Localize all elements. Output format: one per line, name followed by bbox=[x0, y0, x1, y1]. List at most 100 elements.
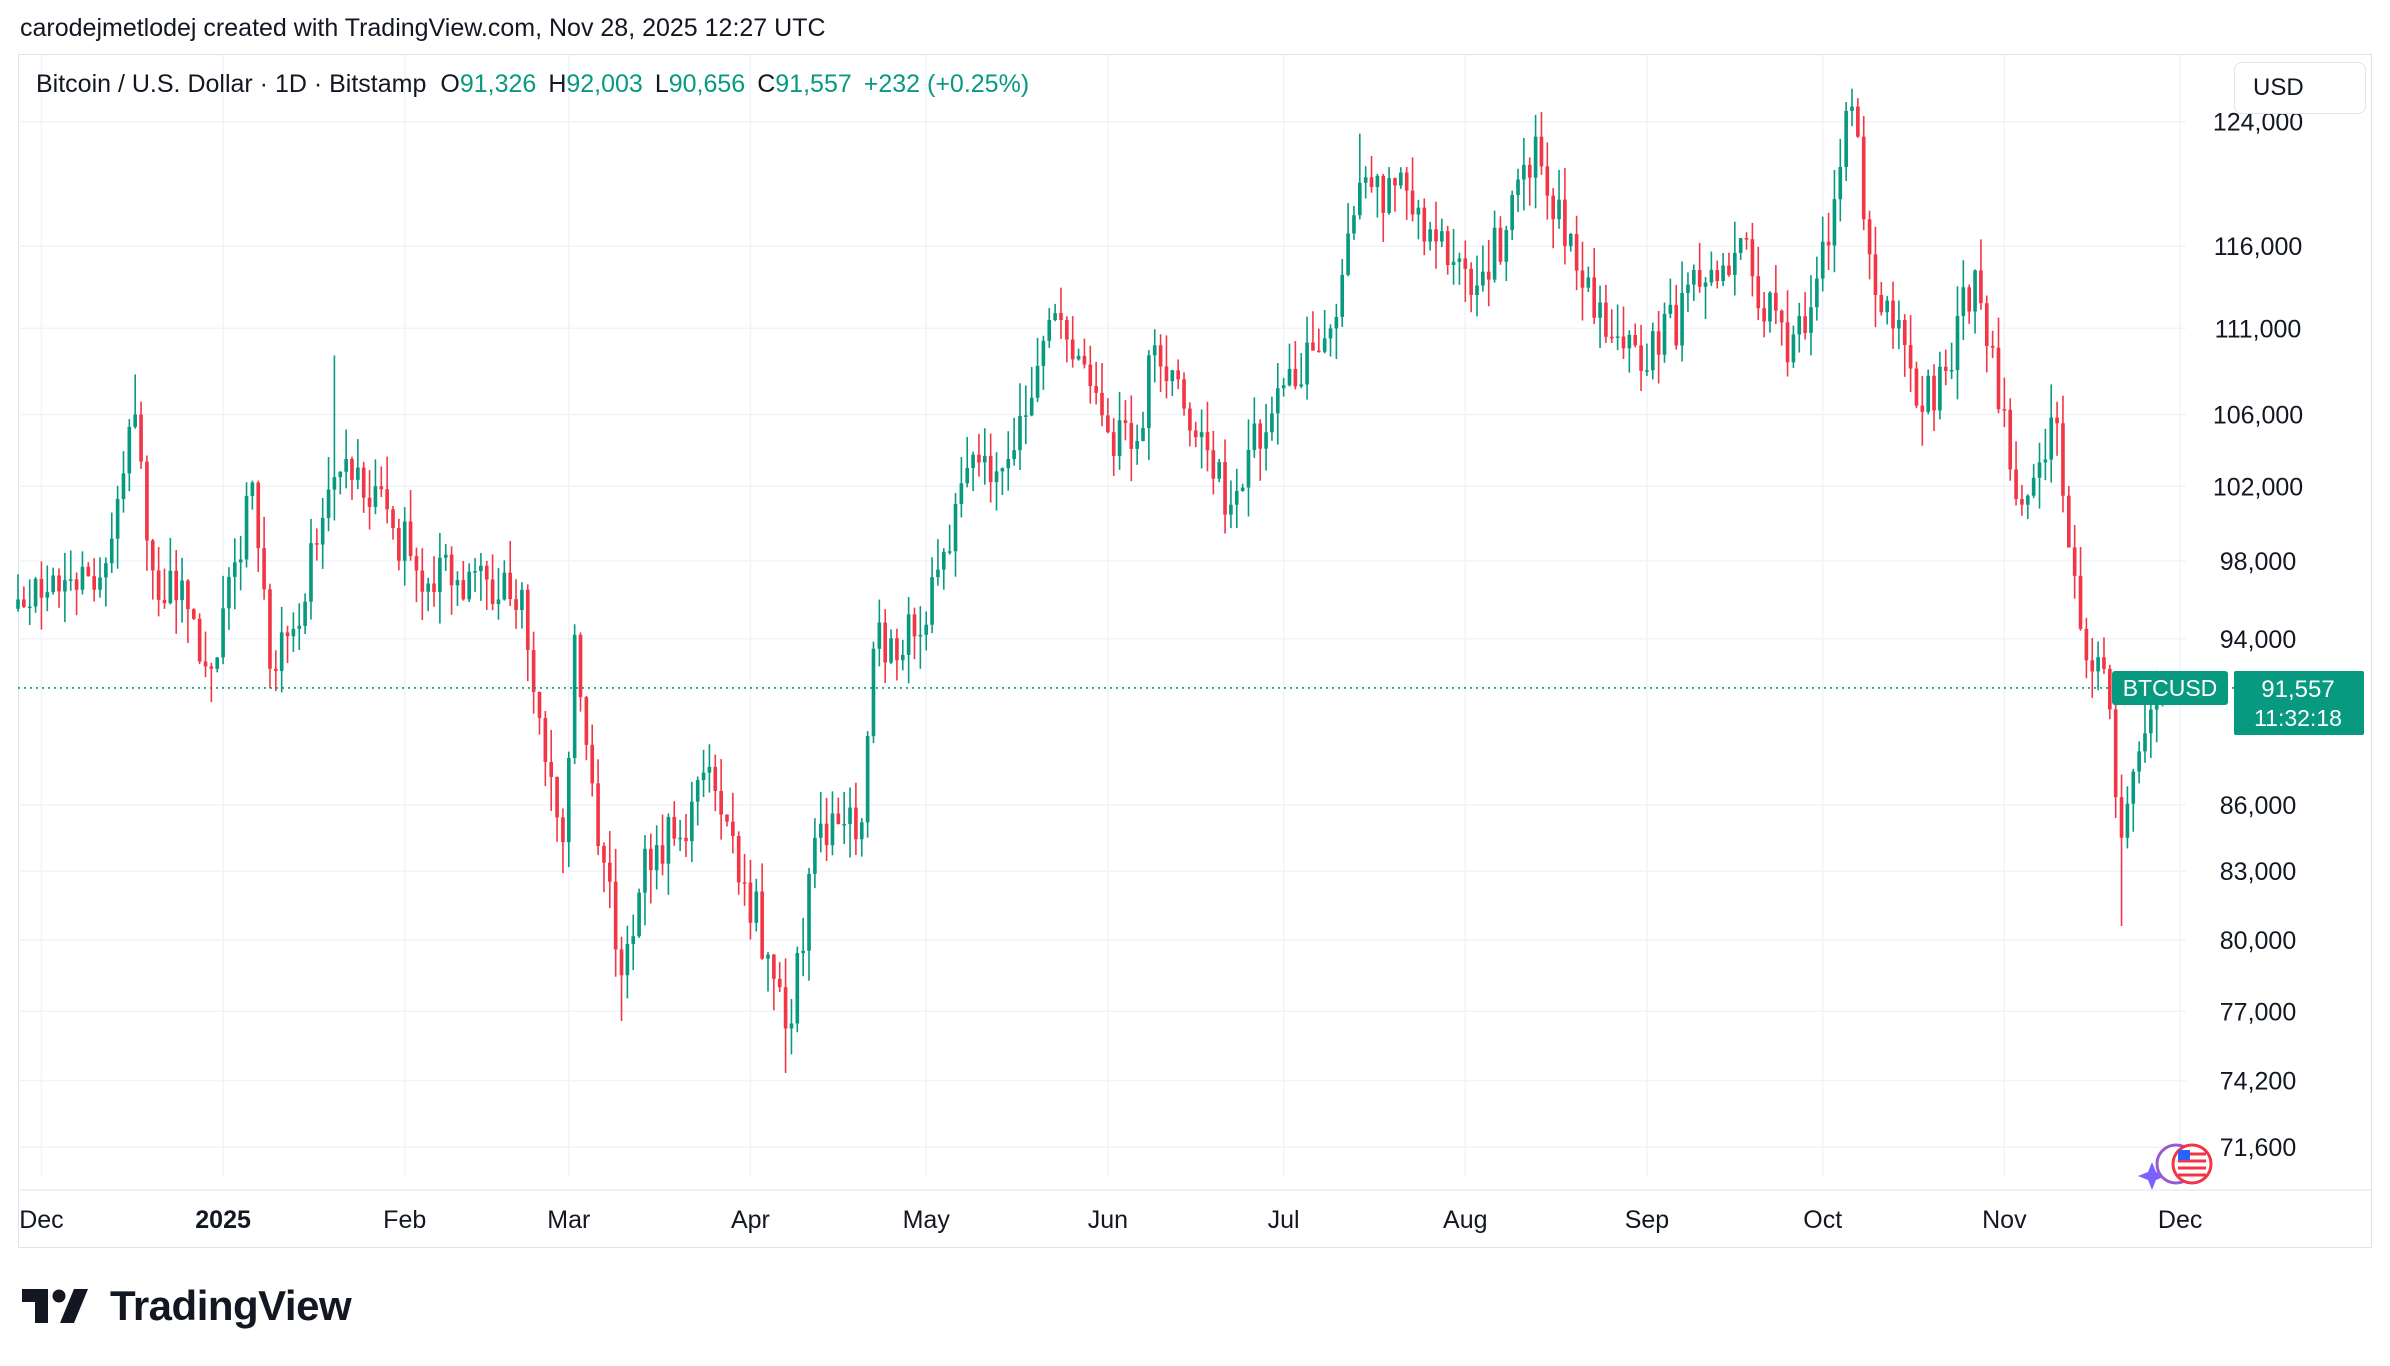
candle bbox=[361, 461, 366, 513]
candle bbox=[549, 729, 554, 811]
candle-body bbox=[1832, 199, 1837, 246]
candle-body bbox=[227, 576, 231, 609]
candle bbox=[350, 456, 354, 500]
candle-body bbox=[490, 579, 495, 605]
candle bbox=[1885, 296, 1889, 325]
symbol-title[interactable]: Bitcoin / U.S. Dollar · 1D · Bitstamp bbox=[36, 70, 427, 98]
currency-selector[interactable]: USD bbox=[2234, 62, 2366, 114]
candle bbox=[1082, 338, 1087, 369]
y-tick-label: 98,000 bbox=[2220, 548, 2296, 576]
candle-body bbox=[68, 579, 73, 581]
candle-body bbox=[1574, 234, 1579, 271]
candle-body bbox=[250, 482, 255, 496]
candle bbox=[1340, 259, 1345, 327]
candle-body bbox=[2102, 657, 2106, 669]
candle-body bbox=[2119, 797, 2124, 838]
candle-body bbox=[1979, 270, 1983, 304]
candle-body bbox=[1984, 303, 1989, 346]
candle-body bbox=[1451, 261, 1456, 265]
candle bbox=[309, 518, 313, 620]
candle-body bbox=[537, 691, 542, 718]
candle-body bbox=[1006, 459, 1011, 469]
candle-body bbox=[145, 461, 149, 541]
candle-body bbox=[813, 837, 817, 874]
candle bbox=[449, 546, 454, 615]
candle-body bbox=[268, 589, 272, 669]
candle bbox=[1574, 215, 1579, 291]
candle bbox=[654, 825, 659, 890]
candle bbox=[490, 554, 495, 611]
candle bbox=[2125, 786, 2130, 849]
candle-body bbox=[1615, 336, 1620, 338]
candle bbox=[701, 749, 706, 797]
candle bbox=[2102, 637, 2106, 674]
candle-body bbox=[1129, 423, 1134, 449]
candle bbox=[1135, 424, 1139, 465]
price-tag-value: 91,557 bbox=[2261, 676, 2334, 703]
candle-body bbox=[690, 801, 694, 842]
candle-body bbox=[1252, 423, 1257, 450]
candle bbox=[1973, 269, 1977, 334]
candle bbox=[1949, 342, 1954, 380]
candle-body bbox=[156, 570, 161, 600]
candle-body bbox=[27, 606, 32, 609]
candle-body bbox=[783, 987, 788, 1029]
candle bbox=[783, 958, 788, 1073]
candle-body bbox=[379, 486, 384, 490]
candle-body bbox=[666, 816, 671, 864]
x-tick-label: Jul bbox=[1268, 1206, 1300, 1234]
candle-body bbox=[291, 628, 296, 637]
candle bbox=[531, 631, 536, 714]
candle-body bbox=[613, 881, 618, 950]
candle-body bbox=[607, 862, 612, 882]
candle bbox=[379, 466, 384, 497]
candle-body bbox=[531, 650, 536, 692]
candle bbox=[1305, 316, 1309, 400]
candle bbox=[63, 552, 67, 623]
candle-body bbox=[320, 518, 325, 545]
candle-body bbox=[871, 648, 876, 737]
candle bbox=[1299, 353, 1304, 389]
candle-body bbox=[731, 821, 735, 836]
symbol-legend[interactable]: Bitcoin / U.S. Dollar · 1D · Bitstamp O … bbox=[36, 70, 1029, 99]
open-label: O bbox=[440, 70, 460, 98]
candle-body bbox=[1961, 287, 1966, 316]
x-tick-label: Sep bbox=[1625, 1206, 1669, 1234]
candle bbox=[174, 550, 179, 634]
candle-body bbox=[162, 599, 167, 604]
candle-body bbox=[168, 570, 173, 604]
candle bbox=[2031, 464, 2036, 499]
candle bbox=[1199, 409, 1204, 469]
candle bbox=[1006, 431, 1011, 491]
candle-body bbox=[1486, 271, 1491, 280]
candle-body bbox=[953, 503, 958, 552]
candle-body bbox=[830, 813, 835, 846]
candle-body bbox=[1779, 310, 1784, 323]
candle-body bbox=[502, 572, 507, 600]
candle-body bbox=[2061, 423, 2065, 496]
candle bbox=[1902, 314, 1907, 377]
candle-body bbox=[385, 489, 389, 510]
candle bbox=[1791, 325, 1796, 368]
candle-body bbox=[977, 454, 981, 463]
y-tick-label: 86,000 bbox=[2220, 792, 2296, 820]
candle bbox=[1938, 351, 1942, 420]
candle-body bbox=[549, 761, 554, 777]
candle bbox=[760, 863, 764, 960]
candle bbox=[332, 355, 337, 521]
candle-body bbox=[1762, 308, 1766, 322]
candle bbox=[1727, 252, 1731, 277]
candle-body bbox=[1973, 270, 1977, 312]
candle bbox=[227, 567, 231, 630]
tradingview-logo[interactable]: TradingView bbox=[22, 1282, 352, 1330]
candle bbox=[754, 878, 759, 932]
candle bbox=[1100, 363, 1104, 427]
candle-body bbox=[16, 599, 20, 609]
candle-body bbox=[965, 468, 970, 484]
candle bbox=[508, 540, 513, 607]
candle bbox=[1334, 303, 1339, 360]
candle-body bbox=[244, 495, 249, 560]
candle-body bbox=[1059, 313, 1063, 321]
candle bbox=[912, 607, 917, 660]
